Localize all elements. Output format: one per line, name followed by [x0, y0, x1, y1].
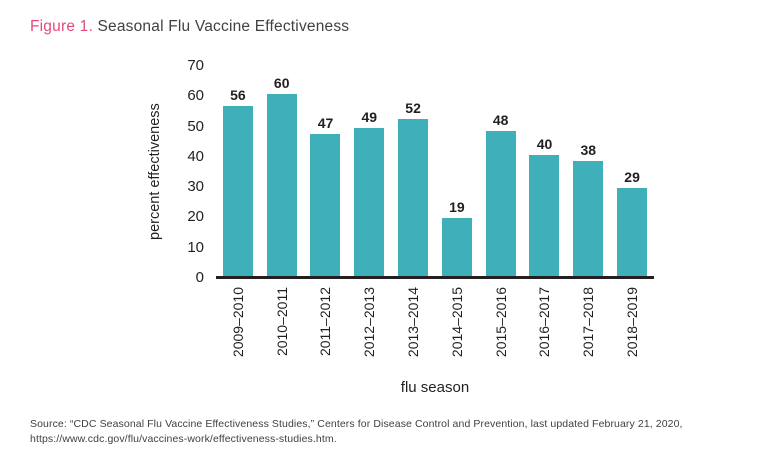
y-tick-label: 50	[187, 117, 204, 135]
x-tick-label: 2014–2015	[448, 287, 465, 358]
bar-chart: percent effectiveness 0 10 20 30 40 50 60 70 56…	[142, 54, 740, 285]
bar	[266, 94, 297, 276]
y-tick-label: 10	[187, 238, 204, 256]
bar	[398, 118, 429, 276]
y-tick-label: 0	[195, 269, 204, 286]
x-tick-cell: 2014–2015	[435, 287, 479, 373]
bar-value-label: 38	[580, 141, 597, 158]
plot-area: 56 60 47 49 52 19 48 40 38 29	[216, 64, 654, 279]
x-tick-cell: 2011–2012	[304, 287, 348, 373]
x-tick-label: 2011–2012	[317, 287, 334, 357]
x-tick-cell: 2017–2018	[566, 287, 610, 373]
x-tick-label: 2013–2014	[405, 287, 422, 358]
y-tick-label: 40	[187, 147, 204, 165]
y-axis-ticks: 0 10 20 30 40 50 60 70	[168, 58, 216, 285]
x-tick-cell: 2010–2011	[260, 287, 304, 373]
bar-value-label: 19	[449, 199, 465, 216]
y-tick-label: 20	[187, 208, 204, 226]
y-axis-label: percent effectiveness	[147, 103, 163, 240]
bar-group: 60	[260, 64, 304, 276]
bar	[310, 133, 341, 276]
bar-group: 38	[566, 64, 610, 276]
bar-group: 29	[610, 64, 654, 276]
bar	[441, 218, 472, 276]
bar	[222, 106, 253, 276]
x-axis-label: flu season	[400, 379, 470, 396]
y-tick-label: 60	[187, 87, 204, 105]
x-tick-label: 2016–2017	[536, 287, 553, 358]
bar-group: 19	[435, 64, 479, 276]
x-tick-label: 2017–2018	[580, 287, 597, 358]
bar-group: 47	[304, 64, 348, 276]
x-tick-cell: 2012–2013	[347, 287, 391, 373]
x-tick-cell: 2016–2017	[523, 287, 567, 373]
figure-title-text: Seasonal Flu Vaccine Effectiveness	[92, 18, 350, 35]
bar-value-label: 60	[273, 75, 290, 92]
bar-group: 40	[523, 64, 567, 276]
y-tick-label: 30	[187, 178, 204, 196]
bar-group: 52	[391, 64, 435, 276]
bar-group: 49	[347, 64, 391, 276]
bar-group: 48	[479, 64, 523, 276]
figure-title: Figure 1. Seasonal Flu Vaccine Effective…	[30, 18, 740, 36]
bar-group: 56	[216, 64, 260, 276]
bar	[573, 160, 604, 276]
x-tick-label: 2015–2016	[492, 287, 509, 358]
bar-value-label: 56	[230, 87, 246, 104]
bar-value-label: 29	[624, 169, 640, 186]
figure-label: Figure 1.	[30, 18, 93, 35]
bar-value-label: 48	[492, 111, 509, 128]
x-axis-ticks: 2009–2010 2010–2011 2011–2012 2012–2013 2013…	[216, 287, 654, 373]
bar-value-label: 47	[317, 114, 334, 131]
bar	[354, 127, 385, 276]
x-tick-cell: 2018–2019	[610, 287, 654, 373]
bar-value-label: 52	[405, 99, 421, 116]
x-tick-label: 2018–2019	[624, 287, 641, 358]
bar	[617, 188, 648, 276]
bar	[485, 130, 516, 276]
x-tick-label: 2009–2010	[229, 287, 246, 358]
x-tick-cell: 2013–2014	[391, 287, 435, 373]
x-tick-label: 2012–2013	[361, 287, 378, 358]
bar-value-label: 40	[536, 135, 553, 152]
y-tick-label: 70	[187, 57, 204, 74]
bar	[529, 154, 560, 276]
bar-value-label: 49	[361, 108, 378, 125]
source-citation: Source: “CDC Seasonal Flu Vaccine Effect…	[30, 417, 683, 445]
x-tick-cell: 2009–2010	[216, 287, 260, 373]
x-tick-label: 2010–2011	[273, 287, 290, 357]
x-tick-cell: 2015–2016	[479, 287, 523, 373]
